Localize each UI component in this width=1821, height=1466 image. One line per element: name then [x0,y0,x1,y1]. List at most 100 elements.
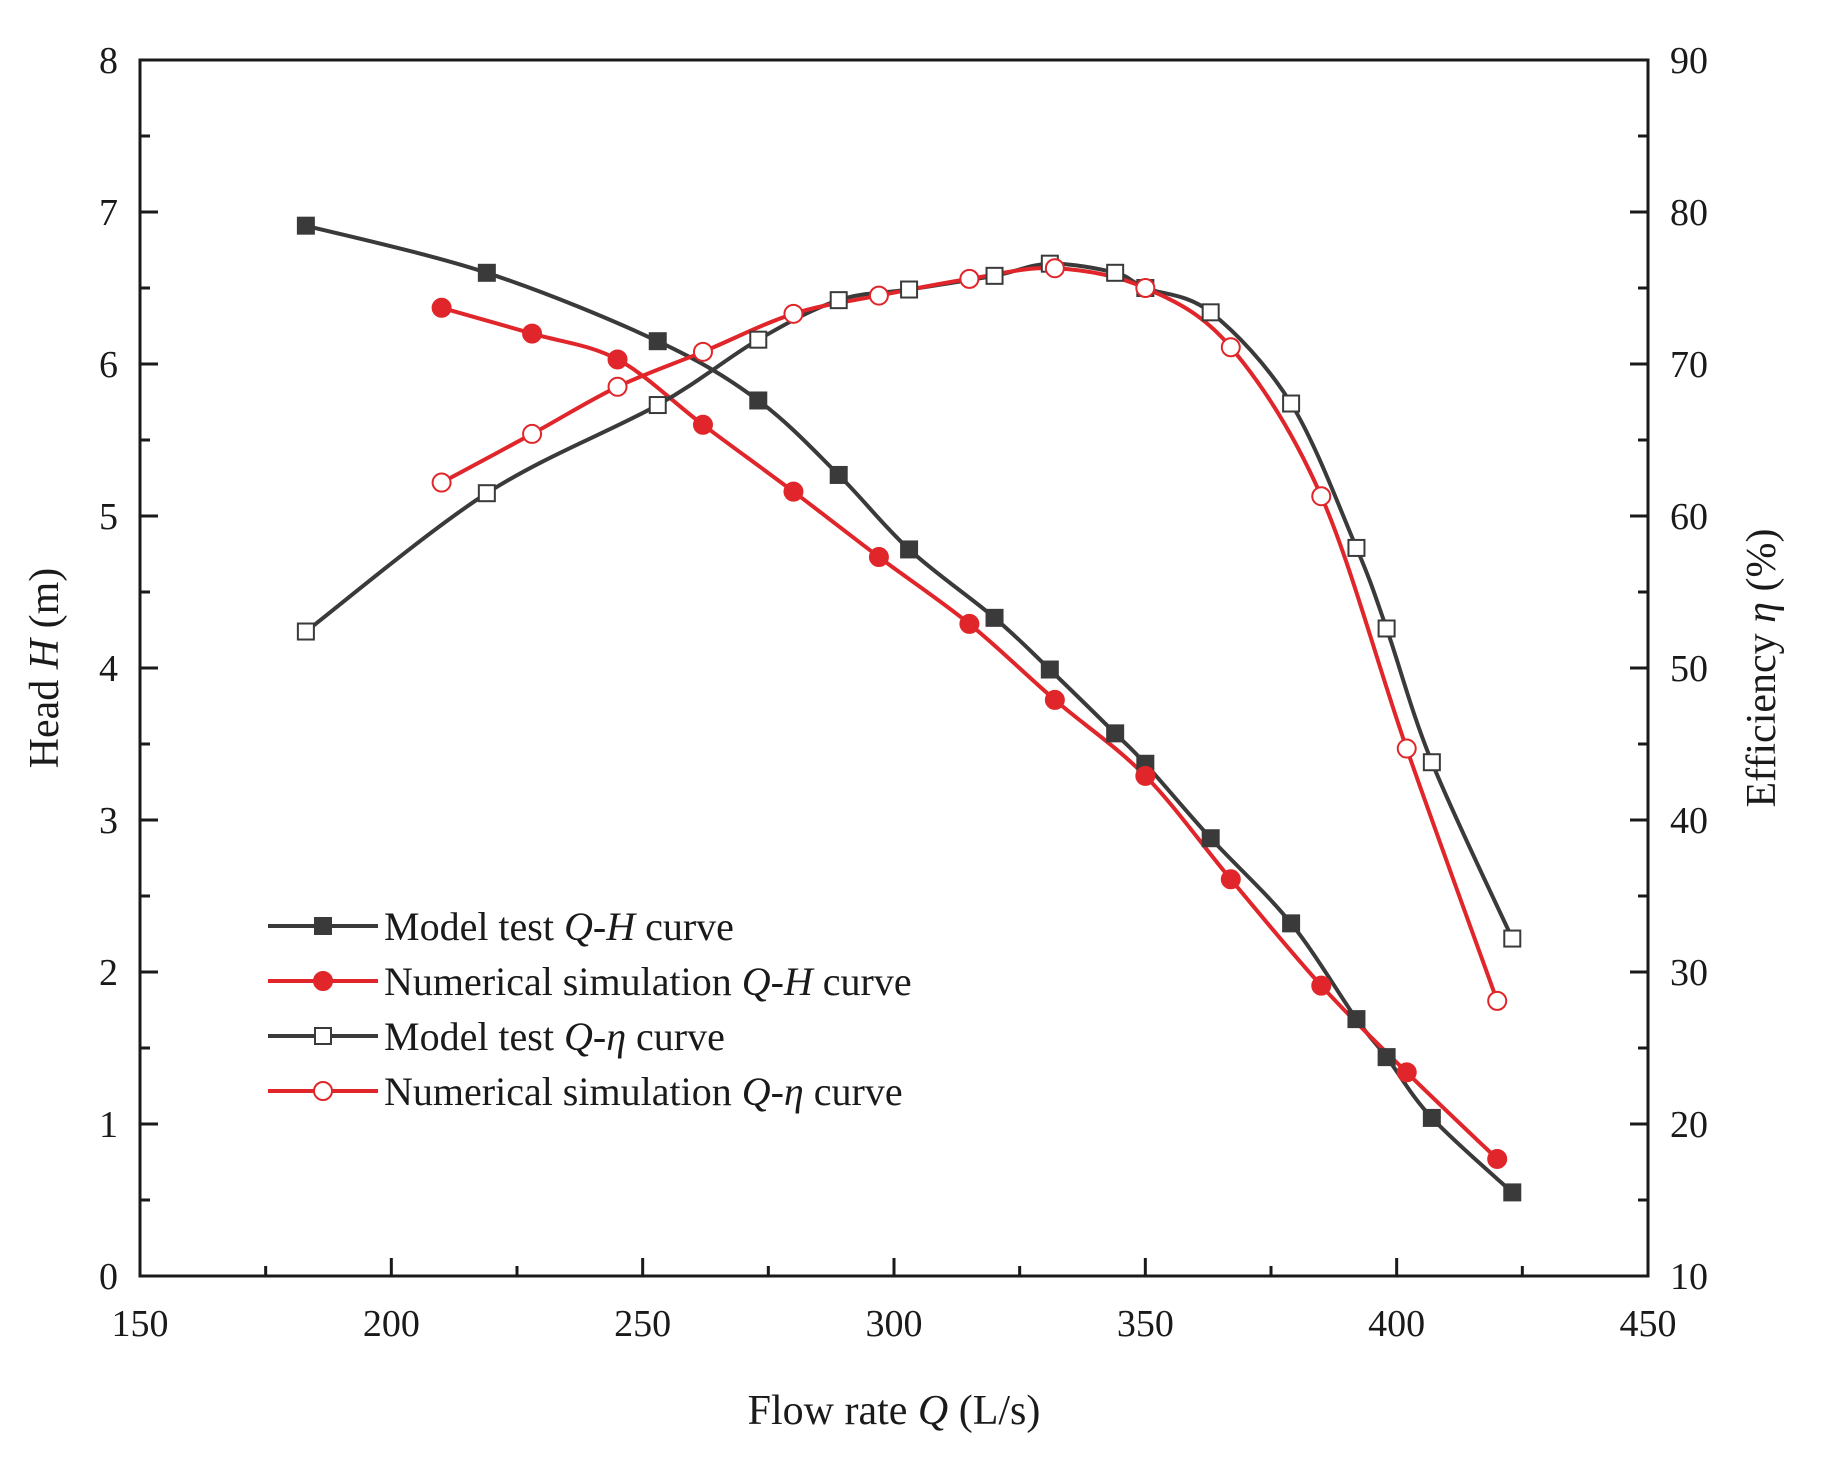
x-axis-title-unit: (L/s) [959,1388,1041,1434]
data-point-sim-qh [1487,1148,1508,1169]
x-tick-label: 350 [1117,1303,1174,1345]
y-left-axis-title: Head H (m) [22,568,68,769]
y-right-tick-label: 60 [1670,496,1708,538]
legend-text-pre: Numerical simulation [384,959,742,1004]
data-point-model-qh [1282,914,1301,933]
legend-marker-model-qeta [314,1027,332,1045]
data-point-sim-qh [1396,1062,1417,1083]
data-point-sim-qeta [1135,278,1156,298]
legend-text-pre: Model test [384,904,564,949]
legend-text-post: curve [804,1069,903,1114]
y-left-axis-title-unit: (m) [22,568,68,629]
data-point-sim-qeta [1220,337,1241,358]
data-point-model-qeta [1347,538,1366,557]
data-point-sim-qh [1135,765,1156,786]
data-point-sim-qeta [607,376,628,397]
data-point-model-qeta [1282,394,1301,413]
y-right-axis-title: Efficiency η (%) [1739,529,1785,808]
data-point-sim-qeta [868,285,889,306]
y-left-axis-title-label: Head [22,680,68,769]
data-point-sim-qeta [522,423,543,444]
legend-text-post: curve [626,1014,725,1059]
x-tick-label: 150 [112,1303,169,1345]
y-right-axis-title-label: Efficiency [1739,633,1785,807]
y-left-axis-title-symbol: H [22,636,68,670]
data-point-sim-qeta [1044,258,1065,279]
data-point-model-qh [985,608,1004,627]
y-right-axis-title-unit: (%) [1739,529,1785,592]
data-point-model-qeta [648,396,667,415]
data-point-sim-qeta [1487,990,1508,1011]
y-left-tick-label: 3 [99,800,118,842]
y-right-tick-label: 10 [1670,1256,1708,1298]
data-point-model-qh [296,216,315,235]
legend-marker-model-qh [314,917,332,935]
data-point-sim-qeta [783,303,804,324]
data-point-sim-qh [692,414,713,435]
data-point-sim-qh [431,297,452,318]
axes: 150 200 250 300 350 400 450 0 1 2 3 4 5 6 7 8 10 20 30 40 50… [22,40,1785,1434]
legend-text-pre: Numerical simulation [384,1069,742,1114]
data-point-model-qh [1422,1108,1441,1127]
y-right-tick-label: 80 [1670,192,1708,234]
legend-text-pre: Model test [384,1014,564,1059]
legend-text-italic: Q-H [564,904,637,949]
data-point-model-qh [1040,660,1059,679]
legend-marker-sim-qeta [313,1081,333,1101]
x-tick-label: 250 [614,1303,671,1345]
legend-text-italic: Q-η [564,1014,626,1059]
x-tick-label: 200 [363,1303,420,1345]
series-line-sim-qeta [440,266,1500,1002]
data-point-sim-qh [607,349,628,370]
y-left-tick-label: 7 [99,192,118,234]
data-point-sim-qeta [959,268,980,289]
y-right-tick-label: 30 [1670,952,1708,994]
y-right-axis-title-symbol: η [1739,602,1785,623]
data-point-model-qeta [296,622,315,641]
data-point-model-qh [1106,724,1125,743]
legend-text-post: curve [635,904,734,949]
data-point-model-qeta [985,266,1004,285]
legend-label-model-qeta: Model test Q-η curve [384,1014,725,1059]
y-right-tick-label: 90 [1670,40,1708,82]
data-point-sim-qeta [1311,486,1332,507]
data-point-sim-qeta [692,341,713,362]
legend-label-sim-qeta: Numerical simulation Q-η curve [384,1069,903,1114]
legend-text-italic: Q-η [742,1069,804,1114]
data-point-model-qeta [1503,929,1522,948]
y-right-tick-label: 20 [1670,1104,1708,1146]
legend-marker-sim-qh [313,971,333,991]
data-point-model-qh [648,332,667,351]
data-point-model-qh [1201,829,1220,848]
data-point-model-qeta [1377,619,1396,638]
legend-text-post: curve [813,959,912,1004]
y-right-tick-label: 50 [1670,648,1708,690]
data-point-model-qeta [1106,263,1125,282]
data-point-sim-qh [959,613,980,634]
legend-text-italic: Q-H [742,959,815,1004]
data-point-sim-qeta [431,472,452,493]
y-left-tick-label: 6 [99,344,118,386]
x-tick-label: 450 [1620,1303,1677,1345]
data-point-sim-qh [783,481,804,502]
data-point-sim-qh [1220,869,1241,890]
data-point-model-qh [900,540,919,559]
data-point-sim-qh [868,547,889,568]
data-point-model-qh [477,263,496,282]
y-right-tick-label: 70 [1670,344,1708,386]
series-markers [296,216,1522,1202]
data-point-sim-qh [522,323,543,344]
y-left-tick-label: 4 [99,648,118,690]
data-point-model-qeta [1201,303,1220,322]
y-right-tick-label: 40 [1670,800,1708,842]
y-left-tick-label: 1 [99,1104,118,1146]
data-point-sim-qeta [1396,738,1417,759]
data-point-sim-qh [1311,975,1332,996]
x-tick-label: 400 [1368,1303,1425,1345]
data-point-model-qh [1347,1010,1366,1029]
data-point-model-qeta [829,291,848,310]
legend-label-model-qh: Model test Q-H curve [384,904,734,949]
